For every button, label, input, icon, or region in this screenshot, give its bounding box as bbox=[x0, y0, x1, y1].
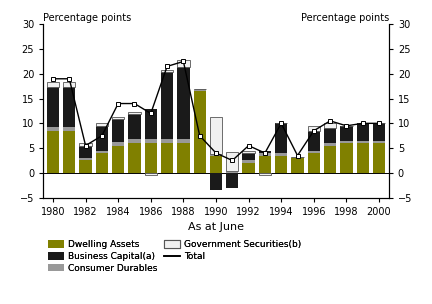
Bar bbox=[112, 117, 124, 119]
Bar bbox=[96, 126, 108, 150]
Bar bbox=[63, 127, 76, 131]
Bar bbox=[128, 112, 140, 114]
Bar bbox=[259, 153, 271, 156]
Bar bbox=[145, 109, 157, 139]
Bar bbox=[242, 153, 255, 161]
Bar bbox=[308, 150, 320, 153]
Bar bbox=[324, 128, 336, 143]
Bar bbox=[226, 173, 238, 188]
Bar bbox=[161, 70, 173, 72]
Bar bbox=[259, 156, 271, 173]
Bar bbox=[373, 123, 385, 141]
Bar bbox=[356, 143, 369, 173]
Bar bbox=[324, 123, 336, 128]
Bar bbox=[292, 158, 304, 173]
Bar bbox=[259, 150, 271, 153]
Bar bbox=[47, 131, 59, 173]
X-axis label: As at June: As at June bbox=[188, 222, 244, 232]
Bar bbox=[63, 87, 76, 127]
Bar bbox=[275, 153, 287, 156]
Bar bbox=[177, 60, 190, 67]
Bar bbox=[275, 123, 287, 153]
Bar bbox=[340, 143, 353, 173]
Bar bbox=[128, 139, 140, 143]
Bar bbox=[63, 131, 76, 173]
Bar bbox=[324, 146, 336, 173]
Bar bbox=[194, 91, 206, 173]
Bar bbox=[226, 152, 238, 171]
Bar bbox=[161, 143, 173, 173]
Bar bbox=[242, 150, 255, 153]
Bar bbox=[112, 142, 124, 146]
Bar bbox=[79, 143, 92, 146]
Bar bbox=[210, 156, 222, 173]
Bar bbox=[161, 72, 173, 139]
Text: Percentage points: Percentage points bbox=[301, 12, 389, 22]
Bar bbox=[340, 141, 353, 143]
Bar bbox=[161, 139, 173, 143]
Bar bbox=[112, 146, 124, 173]
Bar bbox=[79, 161, 92, 173]
Bar bbox=[145, 173, 157, 175]
Bar bbox=[63, 82, 76, 87]
Text: Percentage points: Percentage points bbox=[43, 12, 131, 22]
Bar bbox=[356, 141, 369, 143]
Bar bbox=[79, 158, 92, 161]
Bar bbox=[177, 139, 190, 143]
Bar bbox=[324, 143, 336, 146]
Bar bbox=[308, 153, 320, 173]
Bar bbox=[47, 82, 59, 87]
Legend: Dwelling Assets, Business Capital(a), Consumer Durables, Government Securities(b: Dwelling Assets, Business Capital(a), Co… bbox=[48, 240, 301, 273]
Bar bbox=[128, 143, 140, 173]
Bar bbox=[79, 146, 92, 158]
Bar bbox=[210, 173, 222, 190]
Bar bbox=[210, 154, 222, 156]
Bar bbox=[226, 171, 238, 173]
Bar bbox=[259, 173, 271, 175]
Bar bbox=[128, 114, 140, 139]
Bar bbox=[373, 143, 385, 173]
Bar bbox=[112, 119, 124, 142]
Bar bbox=[194, 89, 206, 91]
Bar bbox=[242, 163, 255, 173]
Bar bbox=[210, 117, 222, 154]
Bar bbox=[373, 141, 385, 143]
Bar bbox=[242, 161, 255, 163]
Bar bbox=[47, 127, 59, 131]
Bar bbox=[47, 87, 59, 127]
Bar bbox=[177, 67, 190, 139]
Bar bbox=[145, 139, 157, 143]
Bar bbox=[96, 153, 108, 173]
Bar bbox=[308, 131, 320, 150]
Bar bbox=[145, 143, 157, 173]
Bar bbox=[308, 126, 320, 131]
Bar bbox=[356, 123, 369, 141]
Bar bbox=[96, 123, 108, 126]
Bar bbox=[177, 143, 190, 173]
Bar bbox=[96, 150, 108, 153]
Bar bbox=[292, 157, 304, 158]
Bar bbox=[340, 126, 353, 141]
Bar bbox=[275, 156, 287, 173]
